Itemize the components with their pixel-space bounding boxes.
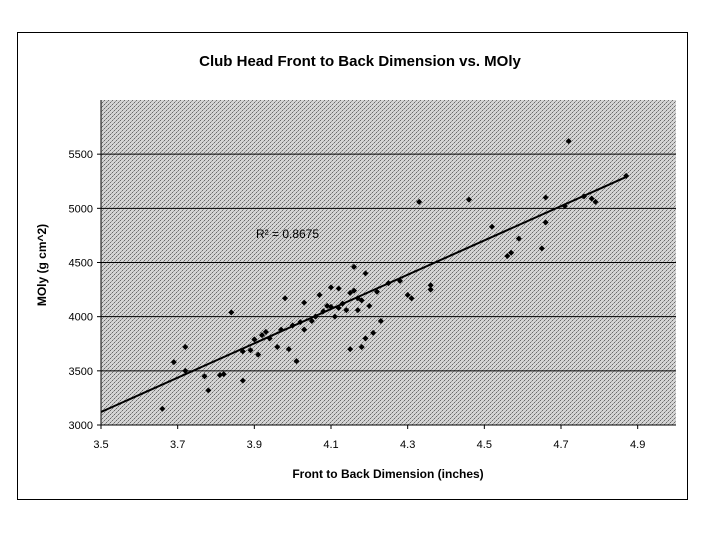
x-tick-label: 4.1 [323,439,338,451]
x-tick-label: 4.7 [553,439,568,451]
y-tick-label: 5000 [69,203,93,215]
y-tick-label: 5500 [69,149,93,161]
y-tick-label: 4000 [69,312,93,324]
y-axis-ticks: 3000 3500 4000 4500 5000 5500 [69,149,101,432]
y-tick-label: 3500 [69,366,93,378]
x-tick-label: 3.5 [93,439,108,451]
x-axis-label: Front to Back Dimension (inches) [292,467,483,481]
r-squared-annotation: R² = 0.8675 [256,227,319,241]
x-tick-label: 4.5 [477,439,492,451]
y-axis-label: MOly (g cm^2) [35,224,49,306]
y-tick-label: 4500 [69,258,93,270]
x-tick-label: 3.9 [247,439,262,451]
x-axis-ticks: 3.5 3.7 3.9 4.1 4.3 4.5 4.7 4.9 [93,425,645,451]
y-tick-label: 3000 [69,420,93,432]
x-tick-label: 3.7 [170,439,185,451]
x-tick-label: 4.3 [400,439,415,451]
chart-title: Club Head Front to Back Dimension vs. MO… [199,53,521,70]
x-tick-label: 4.9 [630,439,645,451]
